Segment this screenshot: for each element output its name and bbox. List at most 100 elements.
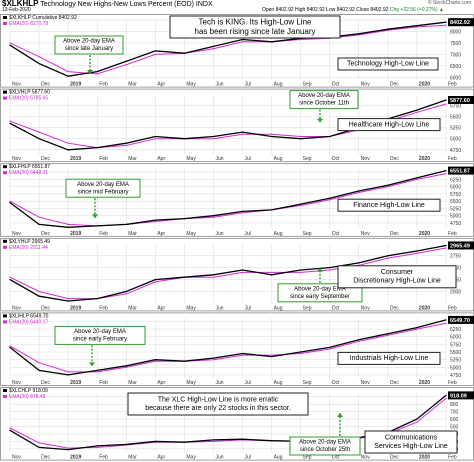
x-tick-label: 2019: [70, 305, 81, 311]
x-tick-label: May: [186, 82, 196, 88]
data-point: [271, 271, 273, 274]
y-tick-label: 2750: [450, 254, 461, 260]
x-tick-label: Aug: [274, 455, 283, 461]
data-point: [96, 70, 98, 73]
x-tick-label: Jun: [215, 231, 223, 237]
x-tick-label: Jul: [245, 231, 251, 237]
annotation-callout-text: since late January: [65, 46, 113, 52]
data-point: [154, 278, 156, 281]
x-tick-label: May: [186, 231, 196, 237]
data-point: [387, 334, 389, 336]
current-value-text: 6549.70: [450, 318, 470, 324]
data-point: [416, 326, 418, 329]
current-value-text: 918.09: [450, 393, 467, 399]
annotation-callout-box: [289, 436, 361, 456]
annotation-callout-text: since early February: [73, 337, 127, 343]
data-point: [183, 441, 185, 443]
data-point: [38, 138, 40, 140]
data-point: [212, 215, 215, 217]
data-point: [183, 360, 185, 362]
data-point: [96, 298, 98, 300]
data-point: [67, 223, 69, 226]
panel-1: 600065007000750080008500NovDec2019FebMar…: [0, 14, 474, 88]
current-value-text: 5877.60: [450, 98, 470, 104]
y-tick-label: 5750: [450, 342, 461, 348]
data-point: [9, 345, 11, 347]
data-point: [271, 135, 273, 138]
y-tick-label: 2000: [450, 289, 461, 295]
data-point: [241, 269, 244, 271]
annotation-callout-box: [54, 325, 146, 345]
data-point: [329, 346, 331, 349]
x-tick-label: May: [186, 455, 196, 461]
x-tick-label: Nov: [361, 82, 370, 88]
data-point: [358, 262, 360, 264]
data-point: [416, 252, 418, 254]
y-tick-label: 7000: [450, 52, 461, 58]
data-point: [183, 138, 185, 140]
x-tick-label: 2020: [419, 231, 430, 237]
data-point: [445, 394, 447, 396]
data-point: [125, 365, 127, 367]
x-tick-label: Nov: [12, 156, 21, 162]
x-tick-label: Dec: [41, 82, 50, 88]
x-tick-label: Dec: [41, 305, 50, 311]
data-point: [387, 257, 389, 259]
current-value-tag: 6549.70: [448, 315, 474, 324]
data-point: [183, 52, 185, 54]
data-point: [154, 360, 156, 362]
annotation-callout-text: Above 20-day EMA: [63, 39, 115, 45]
panel-label-box: [337, 198, 441, 212]
data-point: [96, 371, 98, 373]
data-point: [9, 429, 11, 431]
annotation-callout-box: [65, 178, 141, 198]
x-tick-label: Oct: [332, 156, 340, 162]
x-tick-label: Feb: [99, 380, 108, 386]
x-tick-label: Aug: [274, 380, 283, 386]
data-point: [183, 218, 185, 220]
x-tick-label: Nov: [361, 305, 370, 311]
ema-line: [9, 322, 447, 373]
current-value-box: [448, 95, 474, 104]
y-tick-label: 500: [450, 425, 459, 431]
data-point: [241, 41, 244, 43]
price-line: [9, 21, 447, 77]
x-tick-label: Nov: [361, 231, 370, 237]
annotation-arrowhead: [89, 362, 95, 367]
x-tick-label: May: [186, 380, 196, 386]
data-point: [387, 29, 389, 31]
x-tick-label: Jun: [215, 82, 223, 88]
legend-entry: EMA(20) 8270.78: [9, 21, 48, 27]
data-point: [387, 184, 389, 186]
data-point: [96, 446, 98, 448]
panel-5: 47505000525055005750600062506500NovDec20…: [0, 312, 474, 386]
chart-title: $XLKHLP Technology New Highs-New Lows Pe…: [2, 0, 213, 9]
panel-label-text: Technology High-Low Line: [347, 61, 429, 68]
data-point: [154, 219, 156, 221]
data-point: [67, 449, 69, 451]
data-point: [154, 359, 156, 361]
data-point: [212, 276, 215, 278]
data-point: [241, 131, 244, 133]
data-point: [38, 369, 40, 371]
annotation-callout-text: since mid February: [77, 189, 128, 195]
x-tick-label: Feb: [448, 231, 457, 237]
data-point: [38, 216, 40, 218]
y-tick-label: 6000: [450, 75, 461, 81]
data-point: [271, 41, 273, 43]
data-point: [38, 446, 40, 448]
y-tick-label: 4750: [450, 148, 461, 154]
x-tick-label: Jul: [245, 156, 251, 162]
y-tick-label: 5750: [450, 104, 461, 110]
data-point: [67, 75, 69, 77]
data-point: [9, 427, 11, 429]
data-point: [358, 339, 360, 341]
legend-entry: $XLFHLP 6551.87: [9, 164, 50, 170]
data-point: [212, 439, 215, 441]
legend-swatch: [3, 90, 7, 94]
annotation-note-text: Tech is KING. Its High-Low Line: [199, 17, 312, 26]
current-value-box: [448, 391, 474, 400]
data-point: [67, 226, 69, 228]
symbol-description: Technology New Highs-New Lows Percent (E…: [40, 1, 213, 8]
